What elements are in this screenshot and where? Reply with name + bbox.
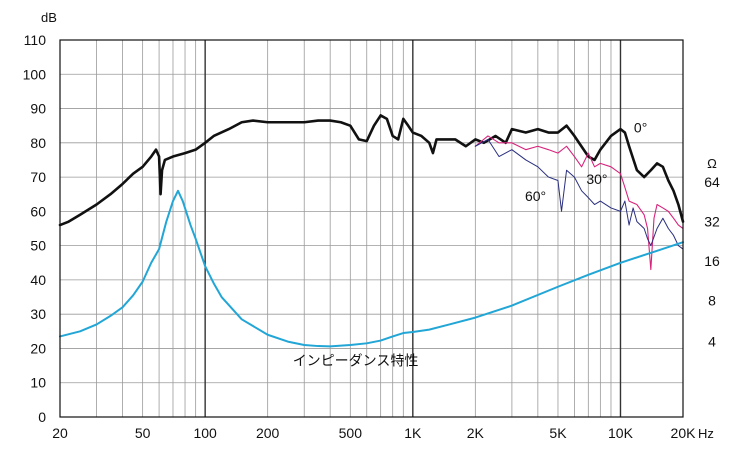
angle-label: 30°	[586, 171, 607, 187]
y-tick-label: 10	[30, 375, 46, 391]
y-tick-label: 60	[30, 203, 46, 219]
x-tick-label: 2K	[467, 425, 485, 441]
y-tick-label: 20	[30, 340, 46, 356]
x-tick-label: 500	[339, 425, 363, 441]
y-tick-label: 90	[30, 101, 46, 117]
series-line-2	[474, 138, 684, 250]
y-tick-label: 110	[24, 32, 47, 48]
x-tick-label: 50	[135, 425, 151, 441]
series-line-1	[474, 135, 684, 271]
impedance-tick-label: 32	[704, 214, 720, 230]
series-group	[58, 114, 685, 348]
x-tick-label: 20K	[671, 425, 697, 441]
x-tick-label: 5K	[549, 425, 567, 441]
x-tick-label: 200	[256, 425, 280, 441]
series-line-3	[59, 189, 684, 348]
impedance-tick-label: 8	[708, 292, 716, 308]
impedance-curve-label: インピーダンス特性	[293, 353, 419, 369]
impedance-tick-label: 64	[704, 174, 720, 190]
y-axis-unit-label: dB	[41, 10, 57, 25]
x-tick-label: 10K	[608, 425, 634, 441]
x-tick-label: 100	[193, 425, 217, 441]
annotations: 0° 30° 60° インピーダンス特性	[293, 120, 648, 369]
y-tick-label: 40	[30, 272, 46, 288]
angle-label: 60°	[525, 188, 546, 204]
impedance-tick-label: 16	[704, 253, 720, 269]
tick-labels: 0 10 20 30 40 50 60 70 80 90 100 110 20 50 100 200 500 1K…	[23, 32, 720, 441]
y-tick-label: 50	[30, 238, 46, 254]
series-line-0	[58, 114, 685, 227]
y-tick-label: 70	[30, 169, 46, 185]
impedance-axis-unit-label: Ω	[707, 156, 717, 171]
impedance-tick-label: 4	[708, 334, 716, 350]
y-tick-label: 100	[23, 66, 47, 82]
y-tick-label: 80	[30, 135, 46, 151]
y-tick-label: 30	[30, 306, 46, 322]
angle-label: 0°	[634, 120, 647, 136]
y-tick-label: 0	[38, 409, 46, 425]
plot-frame	[59, 39, 684, 418]
x-tick-label: 20	[52, 425, 68, 441]
x-axis-unit-label: Hz	[698, 426, 714, 441]
x-tick-label: 1K	[404, 425, 422, 441]
